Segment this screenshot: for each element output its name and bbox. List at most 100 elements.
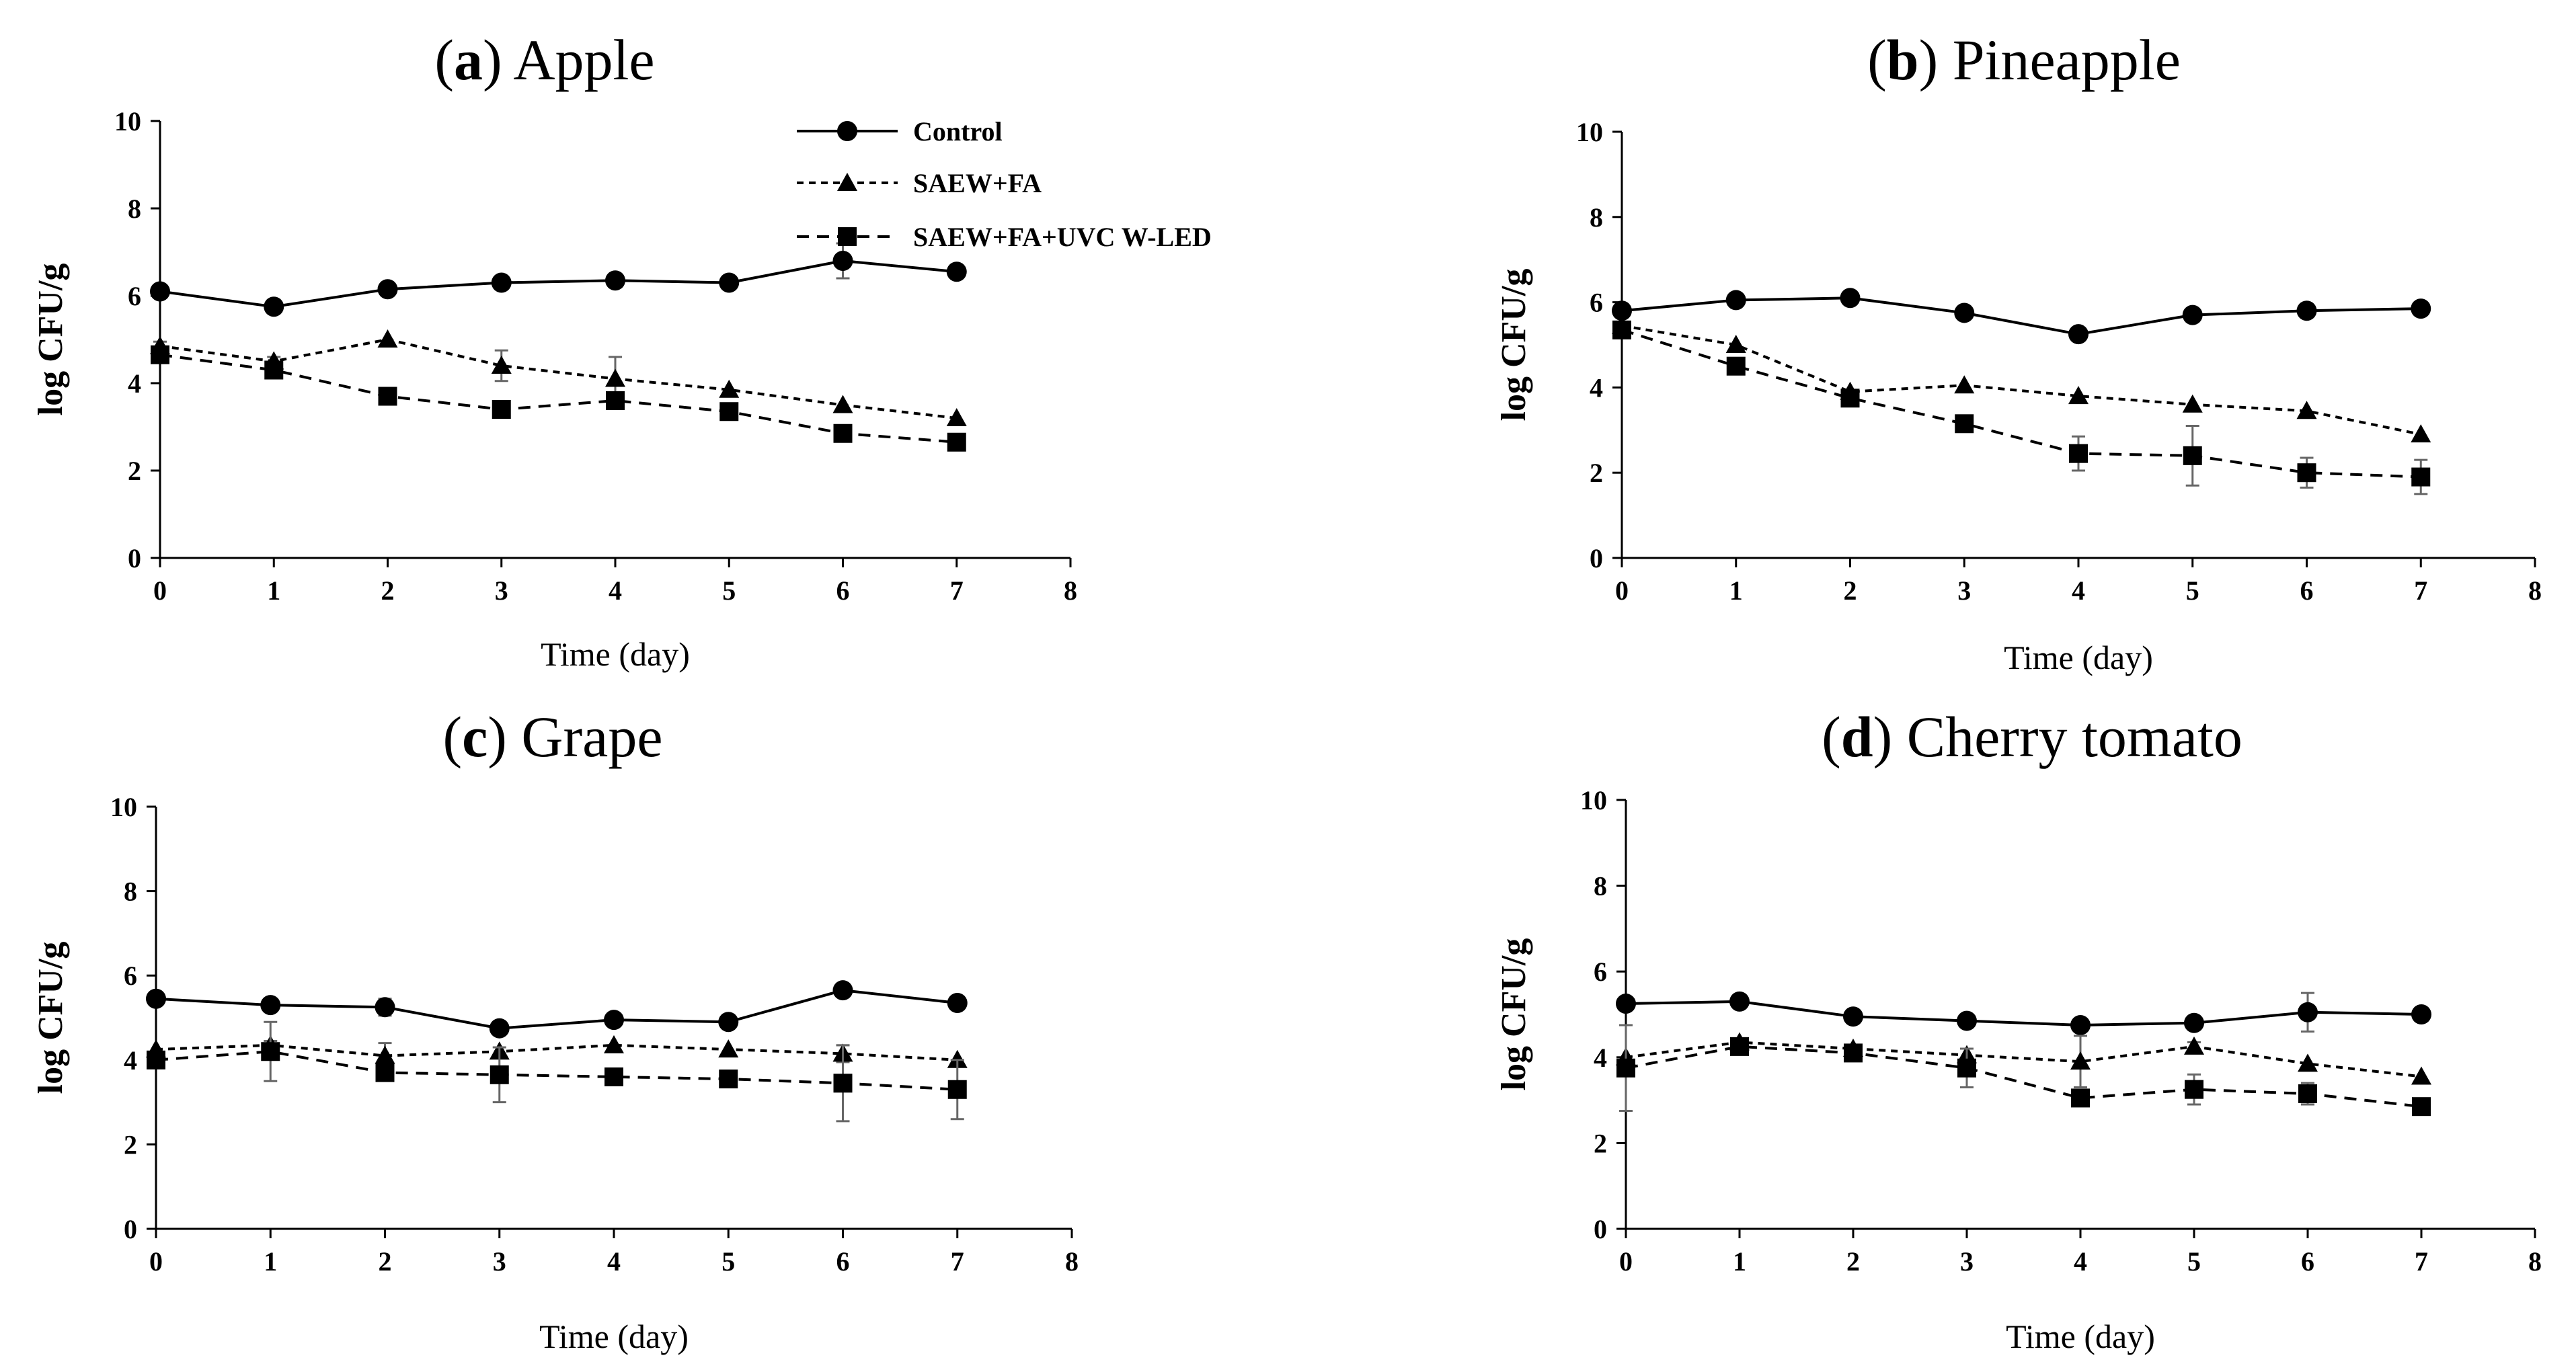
y-tick-label: 6 <box>128 281 141 311</box>
y-tick-label: 8 <box>128 194 141 224</box>
data-point <box>2298 1084 2317 1104</box>
y-tick-label: 0 <box>1590 543 1603 573</box>
data-point <box>605 270 625 291</box>
data-point <box>375 1045 395 1064</box>
x-tick-label: 1 <box>1729 575 1743 606</box>
y-tick-label: 10 <box>110 792 137 822</box>
data-point <box>2184 1036 2204 1055</box>
x-tick-label: 8 <box>2528 575 2542 606</box>
x-tick-label: 5 <box>2187 1246 2201 1277</box>
y-tick-label: 8 <box>1590 202 1603 233</box>
data-point <box>2411 1066 2431 1085</box>
data-point <box>2296 300 2317 321</box>
series-line <box>1621 296 2421 336</box>
series-line <box>159 353 957 444</box>
series-saew-fa <box>150 329 967 426</box>
y-axis-label: log CFU/g <box>1495 269 1533 421</box>
data-point <box>491 356 512 374</box>
y-tick-label: 10 <box>1576 117 1603 147</box>
data-point <box>1840 389 1860 408</box>
x-tick-label: 0 <box>149 1246 163 1277</box>
x-tick-label: 6 <box>836 575 850 606</box>
data-point <box>719 272 740 293</box>
legend-marker <box>838 227 857 246</box>
y-tick-label: 10 <box>114 106 141 136</box>
y-tick-label: 4 <box>1590 372 1603 403</box>
x-tick-label: 4 <box>2072 575 2085 606</box>
data-point <box>2297 463 2316 483</box>
x-tick-label: 8 <box>1064 575 1077 606</box>
data-point <box>719 379 740 398</box>
data-point <box>832 980 853 1001</box>
x-tick-label: 5 <box>721 1246 735 1277</box>
panel-d: (d) Cherry tomato 0 2 4 6 8 10 0 1 2 3 4 5 6 7 8 Time (d… <box>1495 704 2542 1355</box>
series-line <box>1625 1045 2422 1109</box>
x-tick-label: 7 <box>950 575 964 606</box>
series-control <box>150 242 967 317</box>
data-point <box>490 1065 509 1084</box>
series-control <box>146 980 968 1039</box>
x-tick-label: 2 <box>381 575 395 606</box>
data-point <box>2182 394 2203 413</box>
data-point <box>1840 288 1861 309</box>
x-tick-label: 4 <box>609 575 622 606</box>
data-point <box>2068 386 2089 405</box>
data-point <box>377 279 398 300</box>
data-point <box>2411 424 2431 443</box>
series-line <box>155 989 958 1030</box>
series-line <box>159 337 957 419</box>
data-point <box>604 1035 624 1053</box>
x-tick-label: 5 <box>722 575 736 606</box>
data-point <box>2183 446 2202 465</box>
x-tick-label: 7 <box>2415 1246 2428 1277</box>
legend-label: Control <box>913 116 1003 147</box>
y-tick-label: 2 <box>124 1129 137 1160</box>
y-tick-label: 6 <box>1594 957 1607 987</box>
series-control <box>1616 991 2431 1035</box>
y-axis-label: log CFU/g <box>32 942 70 1094</box>
data-point <box>1954 303 1975 323</box>
data-point <box>2070 1051 2091 1070</box>
data-point <box>375 1063 395 1082</box>
x-tick-label: 0 <box>153 575 167 606</box>
data-point <box>261 1042 280 1061</box>
data-point <box>718 1012 739 1033</box>
data-point <box>2298 1053 2318 1072</box>
x-tick-label: 3 <box>495 575 508 606</box>
data-point <box>2184 1012 2204 1033</box>
x-tick-label: 3 <box>493 1246 506 1277</box>
x-tick-label: 6 <box>2300 575 2314 606</box>
x-axis-label: Time (day) <box>541 635 690 673</box>
x-axis-label: Time (day) <box>539 1318 689 1355</box>
data-point <box>377 329 398 348</box>
y-tick-label: 0 <box>124 1214 137 1244</box>
data-point <box>606 391 625 410</box>
data-point <box>604 1010 624 1031</box>
data-point <box>1730 1037 1749 1056</box>
series-line <box>155 1050 958 1091</box>
panel-title: (a) Apple <box>434 28 654 92</box>
data-point <box>2296 401 2317 419</box>
x-axis-label: Time (day) <box>2004 639 2153 676</box>
series-saew-fa-uvc-w-led <box>1616 1024 2431 1117</box>
y-tick-label: 2 <box>1590 458 1603 488</box>
y-axis-label: log CFU/g <box>1495 938 1533 1091</box>
data-point <box>151 345 169 364</box>
x-tick-label: 3 <box>1960 1246 1974 1277</box>
panel-title: (b) Pineapple <box>1867 28 2181 92</box>
data-point <box>2069 444 2088 463</box>
y-tick-label: 8 <box>1594 871 1607 901</box>
data-point <box>1843 1006 1863 1027</box>
series-line <box>1621 324 2421 436</box>
y-axis-label: log CFU/g <box>32 264 70 416</box>
data-point <box>833 424 853 443</box>
data-point <box>832 251 853 271</box>
data-point <box>2070 1014 2091 1035</box>
x-tick-label: 1 <box>264 1246 277 1277</box>
data-point <box>947 432 966 452</box>
data-point <box>1612 300 1632 321</box>
y-tick-label: 6 <box>1590 288 1603 318</box>
x-tick-label: 7 <box>951 1246 964 1277</box>
x-tick-label: 0 <box>1615 575 1629 606</box>
y-tick-label: 2 <box>128 456 141 486</box>
